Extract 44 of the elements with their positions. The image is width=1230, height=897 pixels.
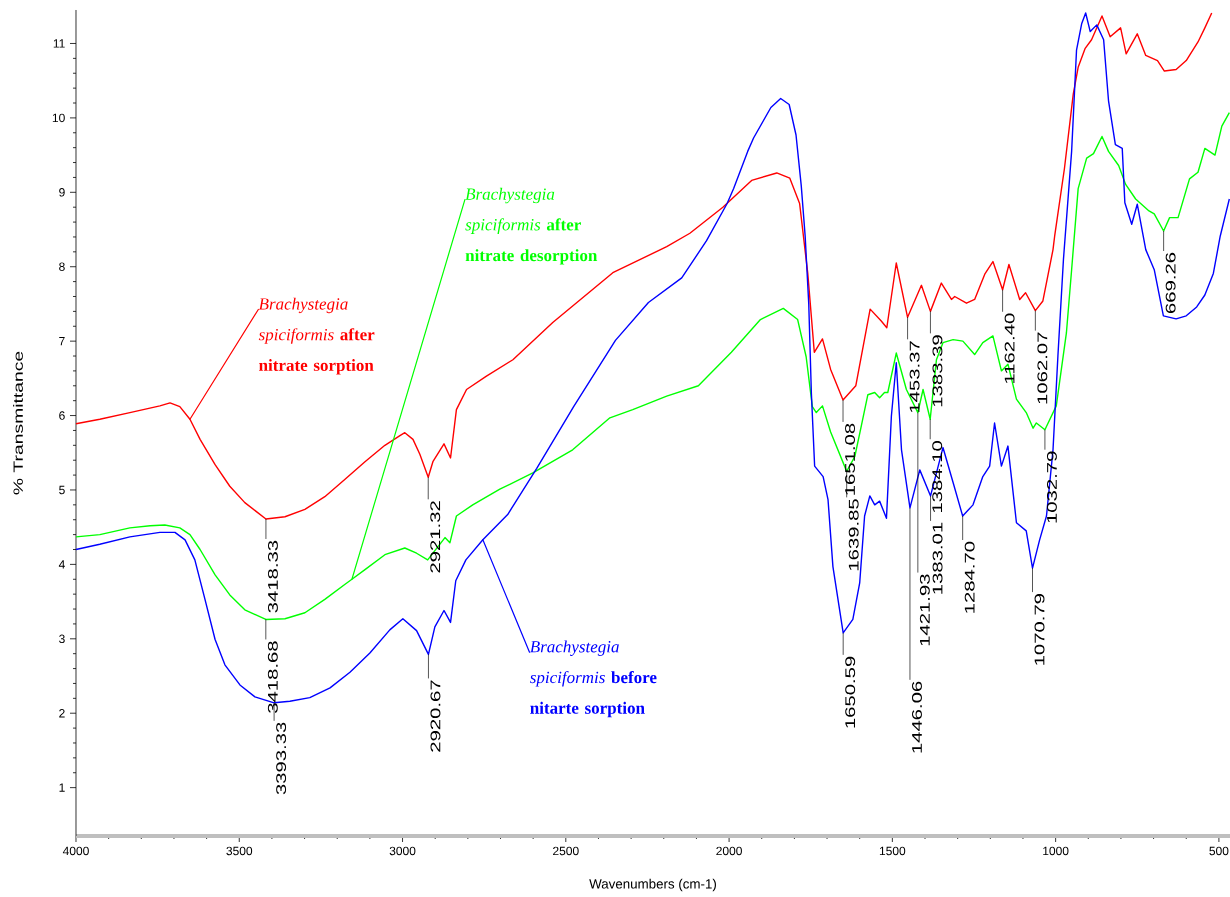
annotation: 1062.07 — [1037, 332, 1048, 404]
annotation: 1446.06 — [912, 681, 922, 753]
y-tick-label: 9 — [59, 188, 65, 197]
text: Brachystegia spiciformis after nitrate desorption — [465, 187, 598, 265]
annotation: 2920.67 — [430, 680, 441, 752]
x-tick-label: 3000 — [389, 846, 416, 856]
annotation: 669.26 — [1165, 252, 1176, 313]
y-tick-label: 3 — [59, 634, 65, 644]
annotation: 1284.70 — [964, 541, 975, 613]
x-tick-label: 2500 — [553, 846, 579, 856]
y-tick-label: 1 — [59, 783, 65, 792]
x-axis-title: Wavenumbers (cm-1) — [589, 878, 716, 892]
x-tick-label: 500 — [1209, 846, 1229, 856]
annotation: 2921.32 — [430, 501, 441, 573]
y-tick-label: 7 — [59, 337, 65, 346]
y-tick-label: 5 — [59, 485, 65, 495]
annotation: 3393.33 — [276, 722, 287, 795]
annotation: 1384.10 — [932, 441, 943, 513]
annotation: 1070.79 — [1034, 594, 1045, 665]
annotation: 3418.68 — [267, 641, 278, 713]
x-tick-label: 4000 — [62, 846, 89, 856]
annotation: 1650.59 — [845, 656, 856, 728]
x-tick-label: 1500 — [879, 846, 906, 856]
text: Brachystegia spiciformis after nitrate sorption — [258, 297, 375, 375]
x-tick-label: 3500 — [226, 846, 253, 856]
x-tick-label: 2000 — [716, 846, 742, 856]
text: Brachystegia spiciformis before nitarte sorption — [529, 640, 657, 718]
annotation: 1639.85 — [848, 499, 859, 571]
annotation: 1421.93 — [919, 574, 930, 646]
annotation: 1383.01 — [932, 522, 943, 594]
x-tick-label: 1000 — [1043, 846, 1069, 856]
y-tick-label: 10 — [52, 113, 65, 123]
annotation: 1383.39 — [932, 335, 943, 407]
annotation: 3418.33 — [267, 540, 278, 613]
y-tick-label: 4 — [58, 560, 65, 569]
y-tick-label: 11 — [53, 39, 65, 48]
y-tick-label: 8 — [59, 262, 65, 271]
annotation: 1162.40 — [1004, 313, 1015, 384]
y-axis-title: % Transmittance — [13, 351, 23, 495]
annotation: 1453.37 — [909, 341, 920, 413]
annotation: 1651.08 — [845, 423, 855, 495]
y-tick-label: 2 — [59, 709, 65, 718]
y-tick-label: 6 — [59, 411, 65, 420]
annotation: 1032.79 — [1046, 451, 1057, 523]
